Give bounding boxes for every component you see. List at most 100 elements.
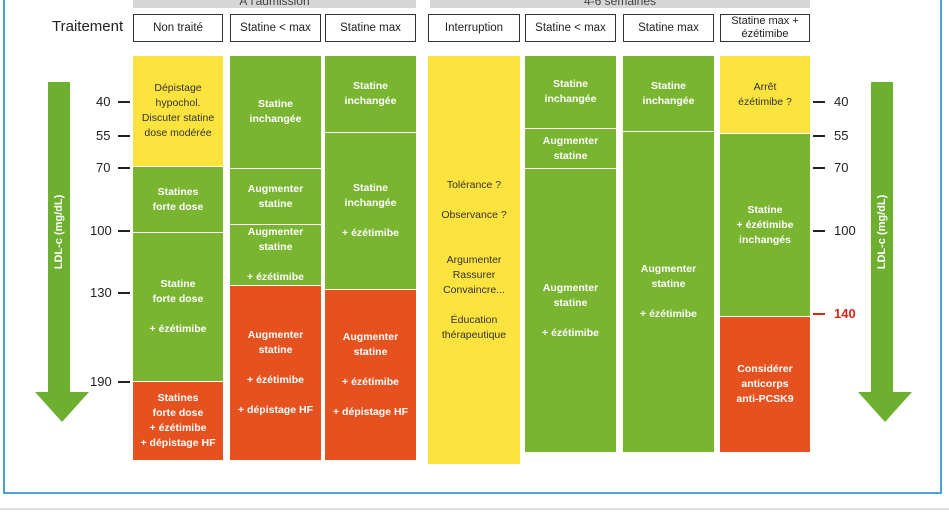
cell-text-line: thérapeutique: [441, 328, 507, 341]
tick-label: 100: [834, 223, 856, 238]
header-statine-max-ezetimibe: Statine max + ézétimibe: [720, 14, 810, 42]
column-2: Statine inchangée Augmenter statine Augmente…: [230, 56, 321, 460]
recommendation-cell: Augmenter statine + ézétimibe: [623, 131, 714, 452]
cell-text-line: Statine: [650, 79, 686, 92]
cell-text-line: forte dose: [152, 200, 204, 213]
cell-text-line: Discuter statine: [141, 112, 215, 124]
cell-text-line: Considérer: [737, 363, 793, 375]
tick-mark: [813, 101, 825, 103]
cell-text-line: statine: [553, 149, 588, 162]
cell-text-line: statine: [353, 346, 388, 358]
recommendation-cell: Statine inchangée + ézétimibe: [325, 132, 416, 289]
tick-label: 70: [96, 160, 111, 175]
cell-text-line: inchangée: [544, 93, 597, 105]
tick-mark: [813, 230, 825, 232]
cell-text-line: anti-PCSK9: [736, 393, 794, 405]
tick-mark: [118, 230, 130, 232]
treatment-row-label: Traitement: [52, 18, 124, 35]
tick-label: 40: [834, 94, 849, 109]
tick-label: 40: [96, 94, 111, 109]
band-admission: À l'admission: [133, 0, 416, 8]
tick-mark: [813, 167, 825, 169]
recommendation-cell: Tolérance ? Observance ? Argumenter Rassure…: [428, 56, 520, 464]
cell-text-line: + ézétimibe: [149, 323, 207, 335]
column-7: Arrêt ézétimibe ? Statine + ézétimibe inchan…: [720, 56, 810, 452]
cell-text-line: hypochol.: [155, 97, 201, 109]
cell-text-line: Tolérance ?: [446, 178, 502, 191]
tick-label: 55: [834, 128, 849, 143]
column-1: Dépistage hypochol. Discuter statine dose m…: [133, 56, 223, 460]
tick-label: 55: [96, 128, 111, 143]
header-statine-lt-max-2: Statine < max: [525, 14, 616, 42]
cell-text-line: anticorps: [741, 378, 789, 390]
cell-text-line: + dépistage HF: [238, 404, 313, 416]
recommendation-cell: Statine inchangée: [325, 56, 416, 132]
cell-text-line: + ézétimibe: [342, 376, 399, 388]
recommendation-cell: Considérer anticorps anti-PCSK9: [720, 316, 810, 452]
cell-text-line: + ézétimibe: [149, 422, 207, 434]
cell-text-line: Dépistage: [154, 82, 202, 94]
cell-text-line: inchangée: [344, 95, 397, 107]
cell-text-line: statine: [258, 241, 293, 253]
cell-text-line: statine: [258, 344, 293, 356]
header-non-traite: Non traité: [133, 14, 223, 42]
ldl-axis-label: LDL-c (mg/dL): [876, 194, 888, 270]
cell-text-line: Augmenter: [247, 226, 304, 238]
cell-text-line: Arrêt: [753, 80, 777, 93]
cell-text-line: Augmenter: [342, 331, 399, 343]
tick-label: 70: [834, 160, 849, 175]
cell-text-line: Statine: [747, 203, 783, 216]
cell-text-line: inchangés: [739, 233, 791, 246]
recommendation-cell: Arrêt ézétimibe ?: [720, 56, 810, 133]
recommendation-cell: Augmenter statine: [525, 128, 616, 168]
tick-label: 190: [90, 374, 112, 389]
cell-text-line: + ézétimibe: [542, 326, 599, 339]
cell-text-line: + ézétimibe: [736, 218, 794, 231]
column-3: Statine inchangée Statine inchangée + ézétim…: [325, 56, 416, 460]
tick-mark: [118, 135, 130, 137]
header-statine-max-2: Statine max: [623, 14, 714, 42]
cell-text-line: Statines: [157, 185, 199, 198]
recommendation-cell: Statine forte dose + ézétimibe: [133, 232, 223, 381]
cell-text-line: + ézétimibe: [247, 374, 304, 386]
cell-text-line: dose modérée: [144, 127, 212, 139]
cell-text-line: statine: [553, 296, 588, 309]
arrow-down-icon: [35, 392, 89, 422]
cell-text-line: Augmenter: [542, 281, 599, 294]
cell-text-line: + dépistage HF: [333, 406, 408, 418]
recommendation-cell: Statines forte dose: [133, 166, 223, 232]
cell-text-line: Statines: [157, 392, 199, 404]
cell-text-line: Augmenter: [640, 263, 697, 275]
cell-text-line: inchangée: [642, 94, 695, 107]
cell-text-line: Argumenter: [446, 253, 502, 266]
column-5: Statine inchangée Augmenter statine Augmente…: [525, 56, 616, 452]
recommendation-cell: Dépistage hypochol. Discuter statine dose m…: [133, 56, 223, 166]
cell-text-line: inchangée: [344, 197, 397, 209]
cell-text-line: + dépistage HF: [140, 437, 216, 449]
cell-text-line: + ézétimibe: [247, 271, 304, 283]
cell-text-line: Statine: [352, 80, 388, 92]
recommendation-cell: Statine inchangée: [623, 56, 714, 131]
diagram-frame: [3, 0, 942, 494]
header-statine-lt-max-1: Statine < max: [230, 14, 321, 42]
header-interruption: Interruption: [428, 14, 520, 42]
cell-text-line: Statine: [552, 78, 588, 90]
cell-text-line: statine: [651, 278, 686, 290]
cell-text-line: Statine: [160, 278, 196, 290]
cell-text-line: + ézétimibe: [640, 308, 697, 320]
cell-text-line: + ézétimibe: [342, 227, 399, 239]
cell-text-line: Augmenter: [247, 329, 304, 341]
cell-text-line: Statine: [352, 182, 388, 194]
tick-mark: [118, 101, 130, 103]
tick-mark: [118, 381, 130, 383]
cell-text-line: ézétimibe ?: [738, 95, 792, 108]
bottom-rule: [0, 508, 949, 510]
header-statine-max-1: Statine max: [325, 14, 416, 42]
cell-text-line: inchangée: [249, 113, 302, 125]
tick-label: 130: [90, 285, 112, 300]
recommendation-cell: Statine + ézétimibe inchangés: [720, 133, 810, 316]
tick-label: 100: [90, 223, 112, 238]
recommendation-cell: Augmenter statine + ézétimibe: [525, 168, 616, 452]
recommendation-cell: Statine inchangée: [525, 56, 616, 128]
arrow-down-icon: [858, 392, 912, 422]
